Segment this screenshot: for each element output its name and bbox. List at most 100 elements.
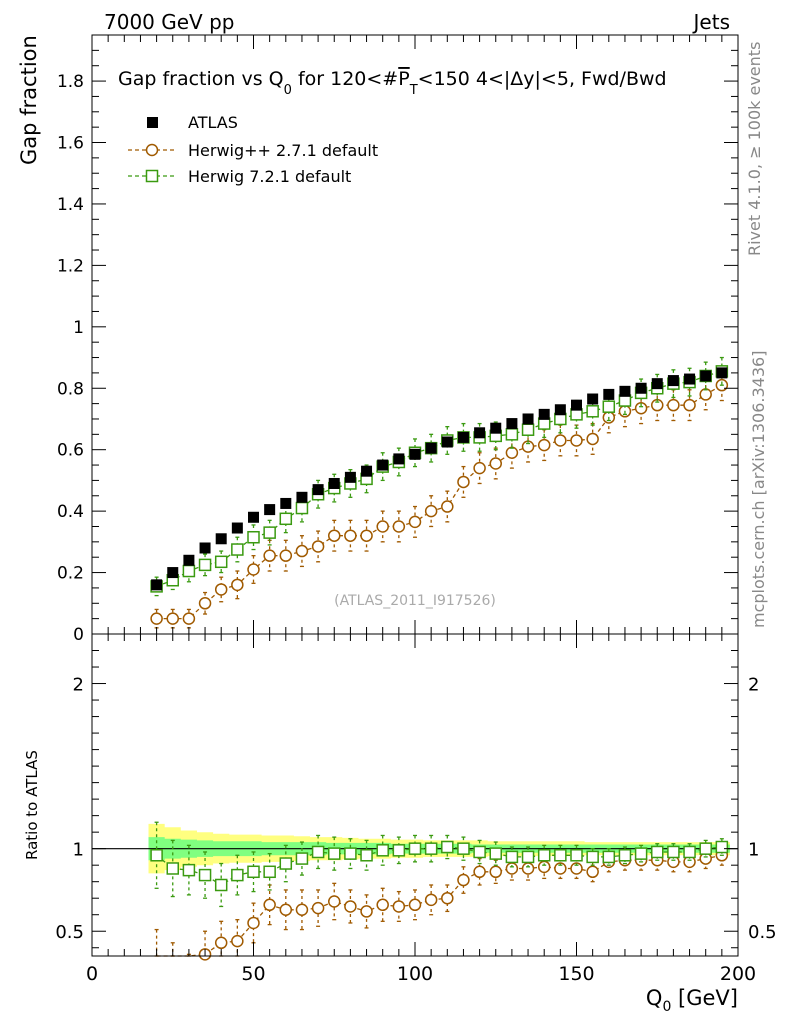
atlas-point [248, 511, 259, 523]
atlas-point [587, 393, 599, 405]
herwigpp-point [489, 457, 502, 470]
atlas-point [651, 378, 663, 390]
atlas-point [393, 453, 405, 465]
title-part: <150 4<|Δy|<5, Fwd/Bwd [418, 68, 667, 90]
atlas-point [474, 427, 486, 439]
y-tick-label: 1.6 [57, 134, 84, 154]
atlas-point [296, 491, 308, 503]
herwig7-point [263, 865, 276, 879]
herwigpp-point [263, 549, 276, 562]
herwigpp-point [554, 434, 567, 447]
herwigpp-point [586, 432, 599, 446]
herwigpp-point [521, 862, 535, 875]
herwig7-point [473, 845, 486, 859]
herwigpp-point [166, 612, 179, 625]
atlas-point [554, 404, 566, 416]
ratio-y-tick-label: 1 [73, 840, 84, 861]
herwigpp-point [295, 903, 309, 917]
xlabel-main: Q [646, 986, 663, 1010]
atlas-point [506, 418, 518, 430]
herwig7-point [441, 840, 454, 854]
herwig7-point [699, 842, 712, 855]
herwig7-point [231, 543, 244, 556]
atlas-point [538, 408, 550, 420]
herwigpp-point [683, 398, 696, 412]
atlas-point [328, 477, 340, 489]
analysis-watermark: (ATLAS_2011_I917526) [334, 593, 496, 609]
y-tick-label: 0.4 [57, 502, 84, 522]
atlas-point [457, 431, 469, 443]
ratio-y-tick-label-right: 2 [748, 675, 759, 696]
herwig7-point [279, 512, 293, 526]
herwigpp-point [505, 862, 519, 875]
herwig7-point [586, 405, 599, 418]
herwigpp-point [344, 900, 357, 913]
herwigpp-point [247, 916, 260, 930]
main-ylabel: Gap fraction [17, 35, 41, 165]
title-sub: T [409, 83, 418, 98]
herwigpp-point [554, 862, 567, 875]
herwigpp-point [344, 529, 357, 542]
herwigpp-point [489, 865, 502, 879]
herwigpp-point [263, 898, 276, 912]
atlas-point [231, 522, 243, 534]
ratio-ylabel: Ratio to ATLAS [23, 750, 41, 860]
atlas-point [684, 373, 696, 385]
x-tick-label: 50 [241, 963, 265, 985]
herwigpp-point [360, 905, 373, 918]
herwigpp-point [505, 446, 519, 460]
legend-herwig7-label: Herwig 7.2.1 default [188, 167, 351, 186]
xlabel-sub: 0 [662, 999, 671, 1015]
ratio-y-tick-label-right: 1 [748, 840, 759, 861]
herwig7-point [521, 423, 535, 436]
atlas-point [344, 471, 356, 483]
atlas-point [264, 504, 276, 516]
herwigpp-point [424, 504, 438, 518]
herwigpp-point [360, 529, 373, 542]
herwigpp-point [328, 529, 341, 542]
y-tick-label: 0 [73, 625, 84, 645]
herwigpp-point [392, 900, 406, 913]
herwig7-point [683, 845, 696, 859]
herwig7-point [247, 865, 260, 879]
herwigpp-point [231, 934, 244, 948]
herwigpp-point [586, 865, 599, 879]
herwigpp-point [295, 544, 309, 558]
atlas-point [280, 497, 292, 509]
atlas-point [603, 388, 615, 400]
herwigpp-point [279, 903, 293, 917]
herwigpp-point [441, 500, 454, 513]
x-tick-label: 150 [558, 963, 594, 985]
herwigpp-point [570, 862, 583, 875]
herwig7-point [667, 845, 680, 859]
herwig7-point [360, 849, 373, 862]
herwig7-point [457, 842, 470, 855]
herwig7-point [344, 847, 357, 860]
herwigpp-point [457, 475, 470, 489]
main-plot: 0 0.2 0.4 0.6 0.8 1 1.2 1.4 1.6 1.8 Gap fraction … [57, 34, 739, 645]
y-tick-label: 0.8 [57, 379, 84, 399]
herwigpp-point [667, 398, 680, 412]
herwig7-point [150, 849, 163, 862]
x-tick-label: 100 [397, 963, 433, 985]
herwig7-point [618, 849, 632, 862]
y-tick-label: 1.8 [57, 72, 84, 92]
herwigpp-point [198, 597, 212, 610]
atlas-point [716, 367, 728, 379]
atlas-point [183, 554, 195, 566]
herwigpp-point [441, 891, 454, 905]
herwigpp-point [473, 461, 486, 475]
legend: ATLAS Herwig++ 2.7.1 default Herwig 7.2.… [128, 113, 378, 186]
herwig7-point [198, 558, 212, 572]
herwigpp-point [376, 898, 389, 912]
y-tick-label: 0.6 [57, 441, 84, 461]
atlas-point [199, 542, 211, 554]
herwig7-point [602, 850, 616, 864]
atlas-point [167, 567, 179, 579]
herwig7-point [570, 849, 583, 862]
herwigpp-point [537, 860, 551, 874]
herwig7-point [554, 849, 567, 862]
ratio-y-tick-label-right: 0.5 [748, 922, 777, 943]
atlas-point [377, 459, 389, 471]
herwig7-point [505, 428, 519, 441]
